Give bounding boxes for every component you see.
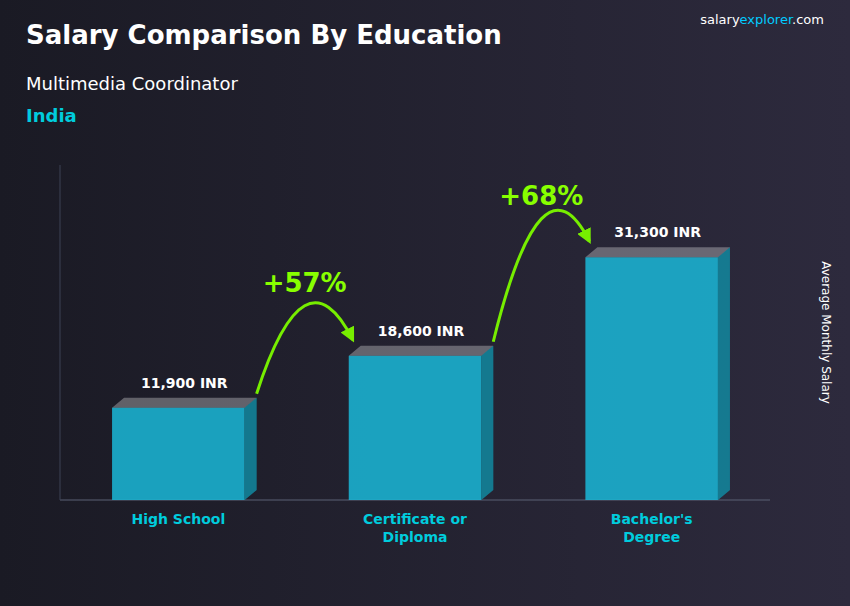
bar (349, 356, 482, 500)
category-label: Certificate orDiploma (363, 511, 467, 545)
category-label: High School (131, 511, 225, 527)
bar-side (481, 346, 493, 500)
data-label: 18,600 INR (378, 323, 465, 339)
y-axis-line (60, 165, 61, 500)
bar-side (245, 398, 257, 500)
bar (585, 257, 718, 500)
category-label: Bachelor'sDegree (611, 511, 693, 545)
source: salaryexplorer.com (700, 12, 824, 27)
change-label: +57% (263, 268, 347, 298)
bar-top (349, 346, 494, 356)
bar-side (718, 247, 730, 500)
change-arrow (257, 303, 353, 394)
bar-side-shade (245, 398, 257, 500)
title: Salary Comparison By Education (26, 20, 502, 50)
chart-container: 11,900 INR 18,600 INR 31,300 INR High Schoo… (0, 0, 850, 606)
change-arrow (493, 210, 589, 342)
data-label: 11,900 INR (141, 375, 228, 391)
bar-top (585, 247, 730, 257)
data-label: 31,300 INR (614, 224, 701, 240)
bar-side-shade (718, 247, 730, 500)
y-axis-label: Average Monthly Salary (819, 261, 833, 404)
chart: 11,900 INR 18,600 INR 31,300 INR High Schoo… (0, 0, 850, 606)
subtitle: Multimedia Coordinator (26, 73, 238, 94)
source-part: salary (700, 12, 740, 27)
country: India (26, 105, 77, 126)
change-label: +68% (499, 181, 583, 211)
bar-top (112, 398, 257, 408)
bar-side-shade (481, 346, 493, 500)
source-part: .com (792, 12, 824, 27)
source-part: explorer (740, 12, 794, 27)
bar (112, 408, 245, 500)
bars (112, 247, 730, 500)
background (0, 0, 850, 606)
